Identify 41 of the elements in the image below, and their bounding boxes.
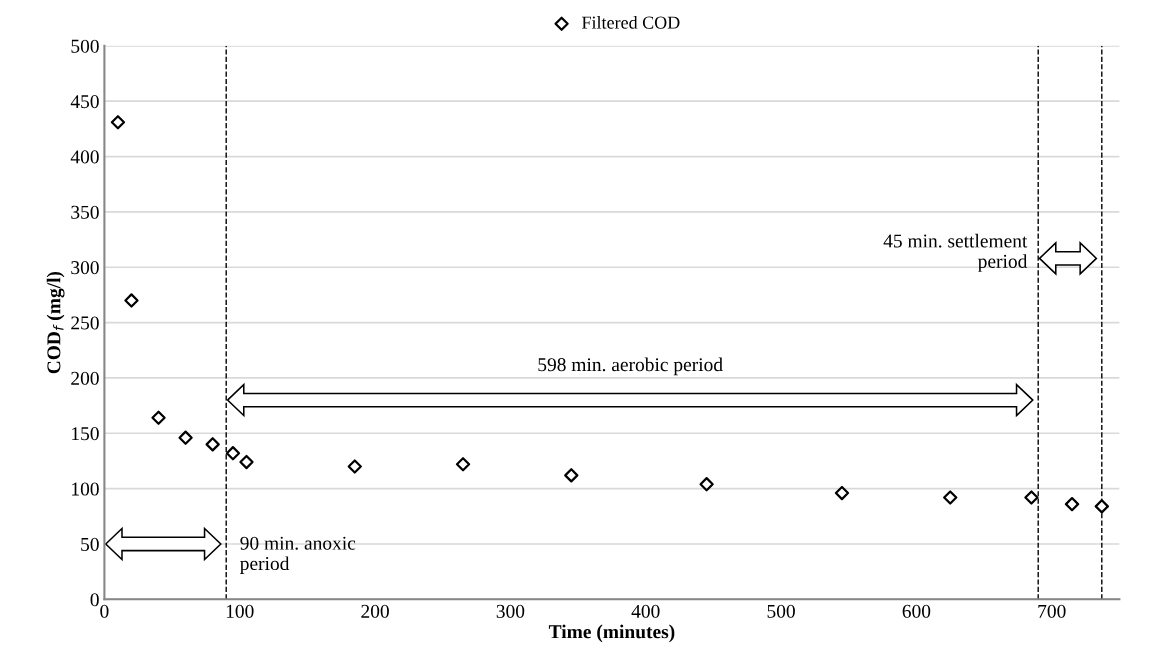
annotation: 598 min. aerobic period — [538, 357, 723, 376]
point — [151, 410, 166, 425]
y-tick-label: 200 — [71, 371, 99, 385]
point — [124, 293, 139, 308]
point — [834, 485, 850, 501]
y-tick-label: 500 — [71, 39, 99, 53]
y-tick-label: 450 — [70, 95, 99, 109]
x-tick-label: 700 — [1038, 604, 1066, 618]
y-axis-title: COD$_{f}$ (mg/l) — [46, 271, 65, 374]
y-tick-label: 150 — [72, 427, 99, 441]
y-tick-label: 0 — [90, 593, 99, 607]
point — [699, 477, 714, 492]
y-tick-label: 300 — [71, 261, 99, 275]
point — [347, 459, 362, 474]
x-tick-label: 600 — [902, 604, 931, 618]
annotation: 45 min. settlement period — [883, 233, 1028, 272]
point — [178, 430, 193, 445]
x-tick-label: 200 — [361, 604, 389, 618]
y-tick-label: 350 — [71, 205, 99, 219]
y-tick-label: 250 — [71, 316, 99, 330]
point — [225, 446, 241, 461]
point — [1094, 499, 1109, 514]
point — [1064, 496, 1080, 512]
x-axis-title: Time (minutes) — [548, 624, 675, 643]
y-tick-label: 400 — [70, 150, 99, 164]
annotation: 90 min. anoxic period — [240, 536, 356, 575]
legend-label: Filtered COD — [581, 15, 680, 29]
x-tick-label: 0 — [100, 604, 109, 618]
x-tick-label: 100 — [226, 604, 254, 618]
point — [564, 468, 579, 483]
x-tick-label: 400 — [631, 604, 660, 618]
point — [205, 437, 220, 452]
point — [455, 457, 471, 472]
point — [943, 490, 958, 505]
point — [110, 115, 126, 130]
y-tick-label: 100 — [72, 482, 99, 496]
x-tick-label: 500 — [767, 604, 795, 618]
point — [1024, 490, 1039, 505]
point — [239, 454, 254, 470]
y-tick-label: 50 — [81, 537, 99, 551]
x-tick-label: 300 — [496, 604, 525, 618]
